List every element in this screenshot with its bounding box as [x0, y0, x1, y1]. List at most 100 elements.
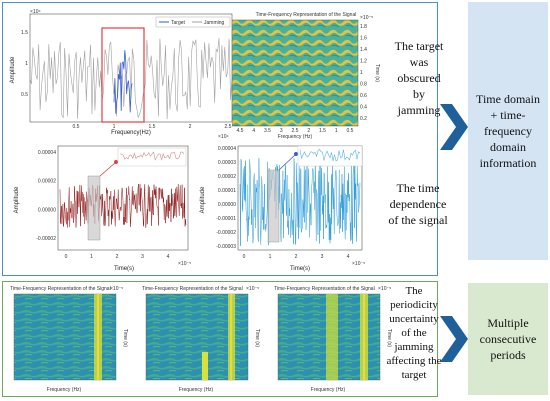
tick-label: 0.00001 [218, 188, 236, 194]
chevron-right-icon [440, 104, 468, 150]
tf-title: Time-Frequency Representation of the Sig… [256, 12, 357, 18]
svg-text:Time (s): Time (s) [386, 329, 392, 347]
tick-label: 0.00004 [218, 146, 236, 152]
svg-text:Time (s): Time (s) [122, 329, 128, 347]
tick-label: 0.00002 [38, 179, 56, 185]
legend-jamming: Jamming [204, 20, 225, 26]
tick-label: 1 [269, 254, 272, 260]
signal-series [239, 158, 361, 246]
tick-label: 0.5 [73, 124, 80, 130]
highlight-box [101, 27, 145, 123]
tick-label: 2 [295, 254, 298, 260]
chart-time-blue: Amplitude Time(s) ×10⁻⁵ 0.00004 0.00003 0.… [200, 145, 365, 272]
svg-text:Frequency (Hz): Frequency (Hz) [311, 387, 346, 393]
tick-label: 0.00004 [38, 150, 56, 156]
tick-label: 3 [321, 254, 324, 260]
tick-label: 4 [252, 128, 255, 134]
y-exponent: ×10⁴ [30, 9, 41, 15]
tf-period-2: Time-Frequency Representation of the Sig… [142, 286, 260, 393]
tick-label: 0.4 [360, 105, 367, 111]
tick-label: 0.00002 [218, 174, 236, 180]
signal-series [59, 183, 187, 228]
tick-label: 1.2 [360, 59, 367, 65]
svg-text:×10⁻⁵: ×10⁻⁵ [110, 286, 123, 292]
tick-label: 3.5 [264, 128, 271, 134]
tick-label: 2.5 [225, 124, 232, 130]
tick-label: 1.5 [149, 124, 156, 130]
tick-label: 3 [141, 254, 144, 260]
tick-label: 2 [307, 128, 310, 134]
tf-exp: ×10⁻⁵ [360, 15, 373, 21]
chart-frequency-domain: ×10⁴ Amplitude Frequency(Hz) ×10⁴ 1.5 1 0.… [10, 9, 233, 140]
tick-label: 0.5 [347, 128, 354, 134]
tick-label: 0.6 [360, 93, 367, 99]
tick-label: 1.8 [360, 24, 367, 30]
tick-label: 1.5 [21, 30, 28, 36]
svg-text:Frequency (Hz): Frequency (Hz) [47, 387, 82, 393]
chart-time-red: Amplitude Time(s) ×10⁻⁵ 0.00004 0.00002 0.… [14, 145, 191, 272]
selection-window [267, 169, 280, 243]
chart-tf-top: Time-Frequency Representation of the Sig… [232, 12, 380, 140]
tf-x-label: Frequency (Hz) [278, 134, 313, 140]
tick-label: 0.00000 [38, 207, 56, 213]
tick-label: 1 [90, 254, 93, 260]
tick-label: 2 [116, 254, 119, 260]
tick-label: 2.5 [292, 128, 299, 134]
x-exponent: ×10⁻⁵ [352, 261, 365, 267]
caption-time-dependence: The time dependence of the signal [388, 181, 448, 227]
selection-window [87, 175, 101, 241]
svg-text:Time-Frequency Representation: Time-Frequency Representation of the Sig… [274, 286, 375, 292]
svg-text:Time-Frequency Representation: Time-Frequency Representation of the Sig… [10, 286, 111, 292]
tick-label: 1.4 [360, 47, 367, 53]
tick-label: 1 [25, 61, 28, 67]
tick-label: 0.00003 [218, 160, 236, 166]
tf-periods-row: Time-Frequency Representation of the Sig… [10, 286, 392, 393]
x-axis-label: Time(s) [114, 266, 134, 272]
tick-label: -0.00002 [36, 236, 56, 242]
tick-label: 4 [347, 254, 350, 260]
tick-label: 4 [167, 254, 170, 260]
tick-label: -0.00001 [216, 216, 236, 222]
target-series [113, 50, 133, 114]
y-axis-label: Amplitude [14, 186, 20, 213]
summary-periods: Multiple consecutive periods [468, 283, 548, 395]
svg-text:Time (s): Time (s) [254, 329, 260, 347]
tick-label: 0.00000 [218, 202, 236, 208]
tf-period-1: Time-Frequency Representation of the Sig… [10, 286, 128, 393]
svg-text:Time-Frequency Representation: Time-Frequency Representation of the Sig… [142, 286, 243, 292]
x-axis-label: Time(s) [290, 266, 310, 272]
chevron-right-icon [440, 316, 468, 362]
svg-text:×10⁻⁵: ×10⁻⁵ [378, 286, 391, 292]
y-axis-label: Amplitude [200, 186, 206, 213]
tick-label: 0.2 [360, 116, 367, 122]
zoom-inset [297, 145, 363, 167]
tick-label: 4.5 [237, 128, 244, 134]
svg-text:×10⁻⁵: ×10⁻⁵ [246, 286, 259, 292]
tick-label: 1 [113, 124, 116, 130]
x-exponent: ×10⁴ [218, 134, 229, 140]
tick-label: 0 [243, 254, 246, 260]
tick-label: 1 [360, 70, 363, 76]
tick-label: 1.6 [360, 36, 367, 42]
legend-target: Target [171, 20, 186, 26]
caption-periodicity: The periodicity uncertainty of the jammi… [386, 285, 442, 381]
x-axis-label: Frequency(Hz) [111, 130, 151, 136]
tick-label: 0.8 [360, 82, 367, 88]
tick-label: 0 [65, 254, 68, 260]
y-axis-label: Amplitude [10, 56, 16, 83]
tick-label: 1.5 [319, 128, 326, 134]
tick-label: 2 [189, 124, 192, 130]
legend: Target Jamming [155, 16, 231, 28]
summary-time-frequency: Time domain + time- frequency domain inf… [468, 2, 548, 260]
tf-y-label: Time (s) [374, 64, 380, 82]
tf-period-3: Time-Frequency Representation of the Sig… [274, 286, 392, 393]
svg-text:Frequency (Hz): Frequency (Hz) [179, 387, 214, 393]
tick-label: -0.00002 [216, 230, 236, 236]
tick-label: 0.5 [21, 92, 28, 98]
x-exponent: ×10⁻⁵ [178, 261, 191, 267]
tick-label: -0.00003 [216, 244, 236, 250]
caption-obscured: The target was obscured by jamming [394, 39, 444, 117]
tick-label: 1 [335, 128, 338, 134]
tick-label: 3 [280, 128, 283, 134]
zoom-inset [117, 147, 187, 167]
